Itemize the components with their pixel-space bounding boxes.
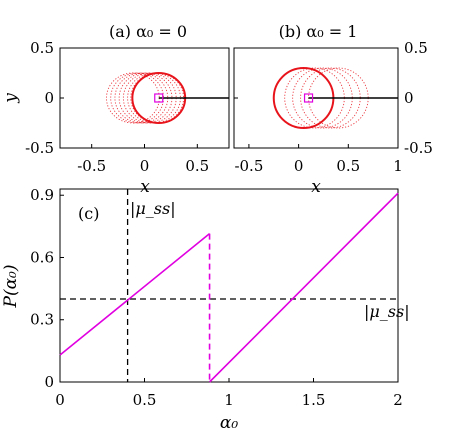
panel-a: (a) α₀ = 0 -0.5 0 0.5 0.5 0 -0.5 x y — [1, 22, 230, 197]
c-y-tick-label: 0.9 — [30, 186, 54, 204]
c-y-tick-label: 0 — [44, 373, 54, 391]
b-marker — [303, 93, 314, 103]
hline-label: |μ_ss| — [364, 302, 410, 321]
a-dotted-circle — [110, 72, 164, 124]
panel-a-y-label: y — [1, 93, 21, 104]
panel-c-label: (c) — [78, 204, 99, 223]
p-curve-segment-1 — [59, 232, 211, 356]
b-x-tick-label: 0.5 — [336, 157, 360, 175]
panel-c-x-ticks: 0 0.5 1 1.5 2 — [55, 378, 403, 409]
c-y-tick-label: 0.3 — [30, 311, 54, 329]
panel-c-frame — [59, 188, 399, 383]
panel-b-x-ticks: -0.5 0 0.5 1 — [234, 144, 403, 175]
c-x-tick-label: 2 — [393, 391, 403, 409]
panel-a-title: (a) α₀ = 0 — [109, 22, 187, 41]
p-curve-segment-3 — [208, 192, 399, 383]
c-y-tick-label: 0.6 — [30, 248, 54, 266]
b-x-tick-label: 0 — [294, 157, 304, 175]
panel-b-title: (b) α₀ = 1 — [279, 22, 358, 41]
panel-c: 0 0.5 1 1.5 2 0.9 0.6 0.3 0 (c) |μ_ss| |μ_ss| α… — [1, 186, 410, 433]
a-y-tick-label: 0.5 — [30, 39, 54, 57]
panel-a-x-label: x — [140, 177, 150, 197]
panel-c-curves — [59, 189, 399, 383]
a-marker — [154, 93, 164, 103]
b-y-tick-label: 0 — [404, 89, 414, 107]
b-x-tick-label: -0.5 — [234, 157, 263, 175]
a-x-tick-label: -0.5 — [77, 157, 106, 175]
c-x-tick-label: 0 — [55, 391, 65, 409]
panel-b-curves — [272, 67, 398, 129]
panel-c-y-ticks: 0.9 0.6 0.3 0 — [30, 186, 64, 391]
panel-b-x-label: x — [311, 177, 321, 197]
panel-b: (b) α₀ = 1 -0.5 0 0.5 1 0.5 0 -0.5 x — [233, 22, 433, 197]
panel-b-y-ticks: 0.5 0 -0.5 — [234, 39, 433, 157]
panel-c-y-label: P(α₀) — [1, 265, 21, 309]
b-x-tick-label: 1 — [393, 157, 403, 175]
panel-c-x-label: α₀ — [220, 413, 238, 433]
a-x-tick-label: 0.5 — [185, 157, 209, 175]
c-x-tick-label: 1.5 — [302, 391, 326, 409]
a-y-tick-label: 0 — [44, 89, 54, 107]
b-y-tick-label: -0.5 — [404, 139, 433, 157]
vline-label: |μ_ss| — [130, 199, 176, 218]
panel-a-y-ticks: 0.5 0 -0.5 — [25, 39, 229, 157]
panel-a-x-ticks: -0.5 0 0.5 — [77, 144, 209, 175]
c-x-tick-label: 0.5 — [133, 391, 157, 409]
panel-a-curves — [106, 72, 229, 124]
b-y-tick-label: 0.5 — [404, 39, 428, 57]
c-x-tick-label: 1 — [224, 391, 234, 409]
a-y-tick-label: -0.5 — [25, 139, 54, 157]
a-x-tick-label: 0 — [140, 157, 150, 175]
